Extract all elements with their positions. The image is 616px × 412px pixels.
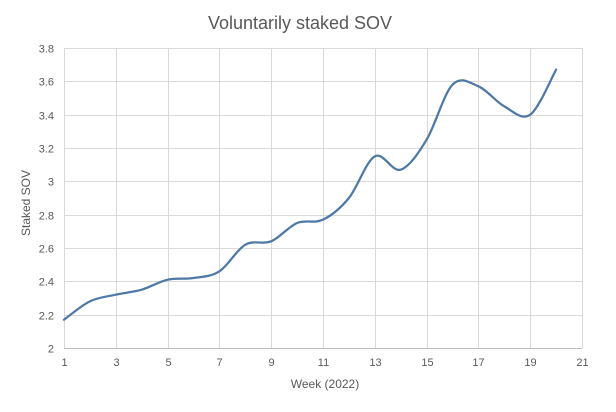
data-point bbox=[425, 138, 429, 142]
y-axis-ticks: 2 2.2 2.4 2.6 2.8 3 3.2 3.4 3.6 3.8 bbox=[39, 44, 54, 356]
x-tick-label: 19 bbox=[524, 357, 536, 369]
x-tick-label: 1 bbox=[61, 357, 67, 369]
data-point bbox=[554, 68, 558, 72]
data-point bbox=[217, 269, 221, 273]
data-point bbox=[321, 218, 325, 222]
series-line bbox=[62, 68, 558, 321]
x-tick-label: 9 bbox=[268, 357, 274, 369]
data-point bbox=[192, 276, 196, 280]
y-tick-label: 3 bbox=[48, 177, 54, 189]
y-tick-label: 2.2 bbox=[39, 311, 54, 323]
y-tick-label: 3.2 bbox=[39, 144, 54, 156]
chart-title: Voluntarily staked SOV bbox=[208, 13, 392, 33]
data-point bbox=[62, 318, 66, 322]
y-tick-label: 2.8 bbox=[39, 211, 54, 223]
x-axis-title: Week (2022) bbox=[291, 377, 359, 391]
data-point bbox=[476, 84, 480, 88]
x-tick-label: 17 bbox=[472, 357, 484, 369]
x-tick-label: 21 bbox=[576, 357, 588, 369]
x-tick-label: 13 bbox=[369, 357, 381, 369]
y-tick-label: 3.8 bbox=[39, 44, 54, 56]
grid bbox=[64, 48, 583, 349]
data-point bbox=[295, 221, 299, 225]
data-point bbox=[88, 299, 92, 303]
series bbox=[62, 68, 558, 322]
x-tick-label: 5 bbox=[165, 357, 171, 369]
x-axis-ticks: 1 3 5 7 9 11 13 15 17 19 21 bbox=[61, 357, 588, 369]
y-tick-label: 2.4 bbox=[39, 277, 54, 289]
y-tick-label: 3.6 bbox=[39, 77, 54, 89]
data-point bbox=[243, 243, 247, 247]
data-point bbox=[502, 104, 506, 108]
x-tick-label: 3 bbox=[113, 357, 119, 369]
data-point bbox=[114, 293, 118, 297]
y-tick-label: 2 bbox=[48, 344, 54, 356]
data-point bbox=[269, 239, 273, 243]
x-tick-label: 7 bbox=[216, 357, 222, 369]
y-tick-label: 3.4 bbox=[39, 111, 54, 123]
data-point bbox=[373, 154, 377, 158]
y-axis-title: Staked SOV bbox=[19, 170, 33, 236]
data-point bbox=[347, 196, 351, 200]
data-point bbox=[528, 113, 532, 117]
x-tick-label: 15 bbox=[421, 357, 433, 369]
y-tick-label: 2.6 bbox=[39, 244, 54, 256]
data-point bbox=[140, 288, 144, 292]
x-tick-label: 11 bbox=[318, 357, 329, 369]
data-point bbox=[399, 168, 403, 172]
data-point bbox=[451, 83, 455, 87]
data-point bbox=[166, 278, 170, 282]
